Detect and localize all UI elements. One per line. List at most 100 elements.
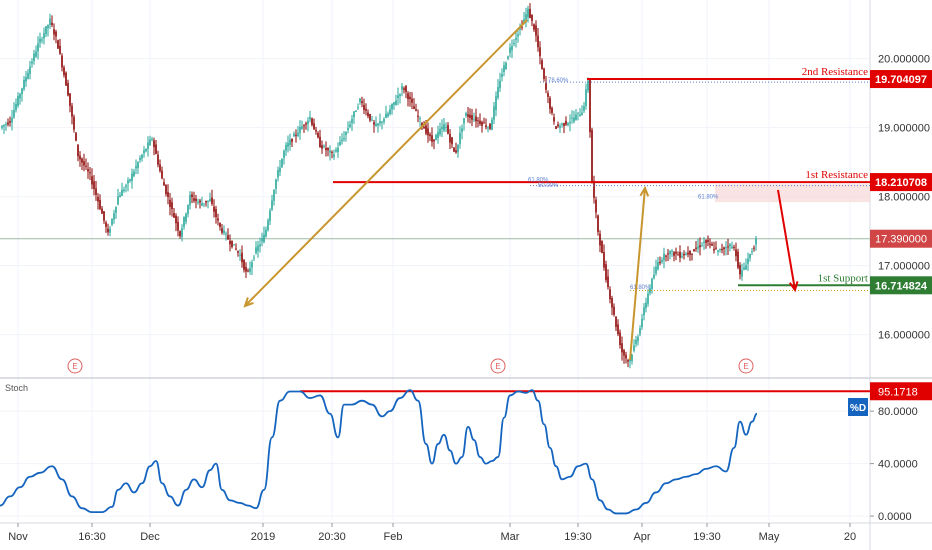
stoch-series [0,389,758,515]
candle [367,112,369,117]
candle [461,128,463,132]
event-marker-icon[interactable] [67,358,83,374]
candle [45,26,47,35]
time-axis[interactable]: Nov 16:30 Dec 2019 20:30 Feb Mar 19:30 Apr 19:30 M… [8,523,856,543]
candle [307,120,309,124]
candle [431,135,433,142]
candle [121,189,123,196]
candle [155,144,157,154]
candle [679,251,681,258]
candle [303,125,305,127]
candle [165,184,167,195]
candle [153,140,155,148]
candle [429,134,431,137]
candle [557,124,559,127]
candle [551,107,553,113]
candle [325,148,327,151]
candle [263,234,265,243]
candle [53,29,55,35]
candle [649,288,651,294]
candle [19,94,21,99]
candle [673,252,675,256]
candle [3,124,5,127]
time-tick-label: Dec [140,531,160,543]
candle [217,218,219,221]
candle [23,79,25,90]
candle [629,359,631,362]
candle [259,244,261,247]
candle [437,131,439,138]
candle [105,222,107,227]
candle [479,120,481,124]
candle [313,123,315,130]
candle [491,119,493,130]
candle [445,126,447,128]
candle [507,56,509,59]
candle [687,252,689,255]
candle [525,14,527,20]
candle [41,39,43,41]
candle [31,61,33,64]
candle [349,124,351,127]
time-tick-label: May [759,531,780,543]
candle [11,117,13,123]
1st-support-badge-value: 16.714824 [875,280,928,292]
candle [565,120,567,125]
candle [207,200,209,202]
candle [27,72,29,79]
candle [7,122,9,125]
candle [81,158,83,163]
candle [213,206,215,212]
candle [347,128,349,130]
candle [655,266,657,274]
candle [375,123,377,126]
candle [159,164,161,171]
candle [37,43,39,52]
candle [635,339,637,345]
candle [293,133,295,137]
candle [675,251,677,254]
candle [387,113,389,117]
candle [203,203,205,205]
candle [1,125,3,128]
candle [397,95,399,98]
candle [139,158,141,161]
candle [115,206,117,213]
retracement-arrow-head [639,185,650,197]
candle [83,161,85,166]
candle [743,267,745,270]
candle [223,230,225,234]
candle [661,259,663,262]
candle [319,136,321,148]
candle [645,302,647,309]
candle [145,148,147,152]
candle [85,165,87,167]
event-marker-icon[interactable] [738,358,754,374]
candle [369,114,371,121]
candle [371,119,373,121]
candle [547,93,549,97]
candle [237,251,239,253]
event-marker-icon[interactable] [490,358,506,374]
candle [471,115,473,120]
candle [111,219,113,225]
candle [571,117,573,119]
candle [617,324,619,335]
candle [239,254,241,256]
price-axis[interactable]: 20.000000 19.000000 18.000000 17.000000 16.0… [878,54,930,342]
candle [43,33,45,39]
fib-label: 61.80% [528,177,549,183]
time-tick-label: Nov [8,531,28,543]
candle [107,228,109,233]
candle [251,262,253,268]
stoch-axis[interactable]: %D 80.0000 40.0000 0.0000 [848,398,918,523]
candle [143,150,145,154]
candle [229,240,231,245]
candle [227,235,229,240]
candle [215,209,217,218]
candle [603,252,605,268]
candle [109,228,111,233]
candle [651,278,653,289]
candle [353,111,355,118]
stoch-tick-label: 80.0000 [878,406,918,418]
